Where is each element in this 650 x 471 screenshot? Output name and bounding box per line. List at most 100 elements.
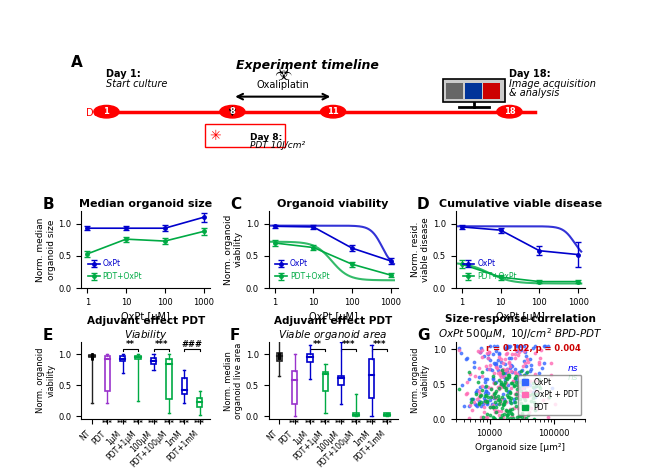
Text: ***: *** [289,420,300,426]
OxPt + PDT [521,346,531,353]
OxPt [493,366,504,374]
PDT [488,403,499,411]
Point [87,353,98,361]
OxPt + PDT [496,407,506,414]
OxPt [479,398,489,406]
Bar [135,356,141,359]
OxPt + PDT [480,414,491,421]
Point [274,352,285,360]
OxPt [501,344,512,352]
OxPt + PDT [497,365,508,373]
PDT [465,398,476,406]
PDT [495,414,506,422]
Point [274,353,285,361]
OxPt + PDT [536,346,546,353]
OxPt + PDT [474,393,484,401]
Point [87,352,98,360]
PDT [517,410,527,417]
Point [274,351,285,358]
OxPt + PDT [489,393,499,400]
OxPt + PDT [508,404,519,412]
PDT [490,404,501,411]
OxPt [474,348,485,356]
Point [87,351,98,358]
PDT [499,383,510,390]
OxPt [488,350,499,358]
PDT [488,373,498,380]
Point [274,353,285,361]
Point [87,352,98,359]
OxPt [519,357,529,365]
OxPt + PDT [513,413,523,420]
PDT [495,398,505,405]
Text: ***: *** [372,340,386,349]
Point [274,354,285,361]
OxPt + PDT [512,392,523,400]
PDT [511,390,521,398]
PDT [519,371,530,379]
OxPt + PDT [508,377,518,385]
Bar [338,376,343,385]
OxPt [543,342,553,349]
PDT [504,388,515,396]
Point [87,353,98,360]
Point [87,353,98,361]
OxPt + PDT [486,384,496,392]
Title: Adjuvant effect PDT
$\it{Viable\ organoid\ area}$: Adjuvant effect PDT $\it{Viable\ organoi… [274,316,392,342]
Point [87,355,98,362]
Y-axis label: Norm. median
organoid live area: Norm. median organoid live area [224,342,243,419]
OxPt [481,388,491,395]
PDT [519,380,529,387]
Point [274,352,285,359]
PDT [514,384,525,391]
Text: ***: *** [102,420,113,426]
OxPt + PDT [523,358,533,366]
Point [87,352,98,359]
OxPt + PDT [495,399,505,407]
OxPt + PDT [519,379,529,386]
OxPt [471,388,481,396]
PDT [499,400,509,408]
Text: ***: *** [342,340,356,349]
Point [274,355,285,362]
OxPt [469,358,479,366]
PDT [486,385,496,392]
Point [87,353,98,361]
OxPt [502,388,513,396]
OxPt + PDT [507,350,517,357]
OxPt [474,383,485,391]
PDT [498,370,508,377]
PDT [511,402,521,410]
OxPt + PDT [464,414,474,422]
OxPt [483,350,493,358]
Bar [307,354,313,362]
OxPt [480,375,490,382]
OxPt + PDT [489,380,499,387]
PDT [517,413,527,421]
OxPt + PDT [534,358,544,365]
OxPt + PDT [476,382,487,390]
OxPt [494,349,504,357]
PDT [528,379,538,387]
OxPt [474,397,485,405]
OxPt [510,396,520,403]
OxPt [515,346,526,354]
OxPt [504,343,515,351]
OxPt [480,378,490,386]
OxPt [525,355,536,362]
OxPt [464,375,474,383]
OxPt + PDT [496,383,506,390]
Point [274,353,285,361]
Point [87,351,98,359]
FancyBboxPatch shape [205,124,285,147]
OxPt [485,356,495,363]
OxPt + PDT [512,370,523,378]
Bar [277,353,282,360]
PDT [501,374,512,382]
Point [87,352,98,360]
Text: Image acquisition: Image acquisition [510,79,596,89]
PDT [502,375,513,382]
PDT [499,410,509,418]
OxPt [521,352,531,360]
OxPt + PDT [542,413,552,421]
